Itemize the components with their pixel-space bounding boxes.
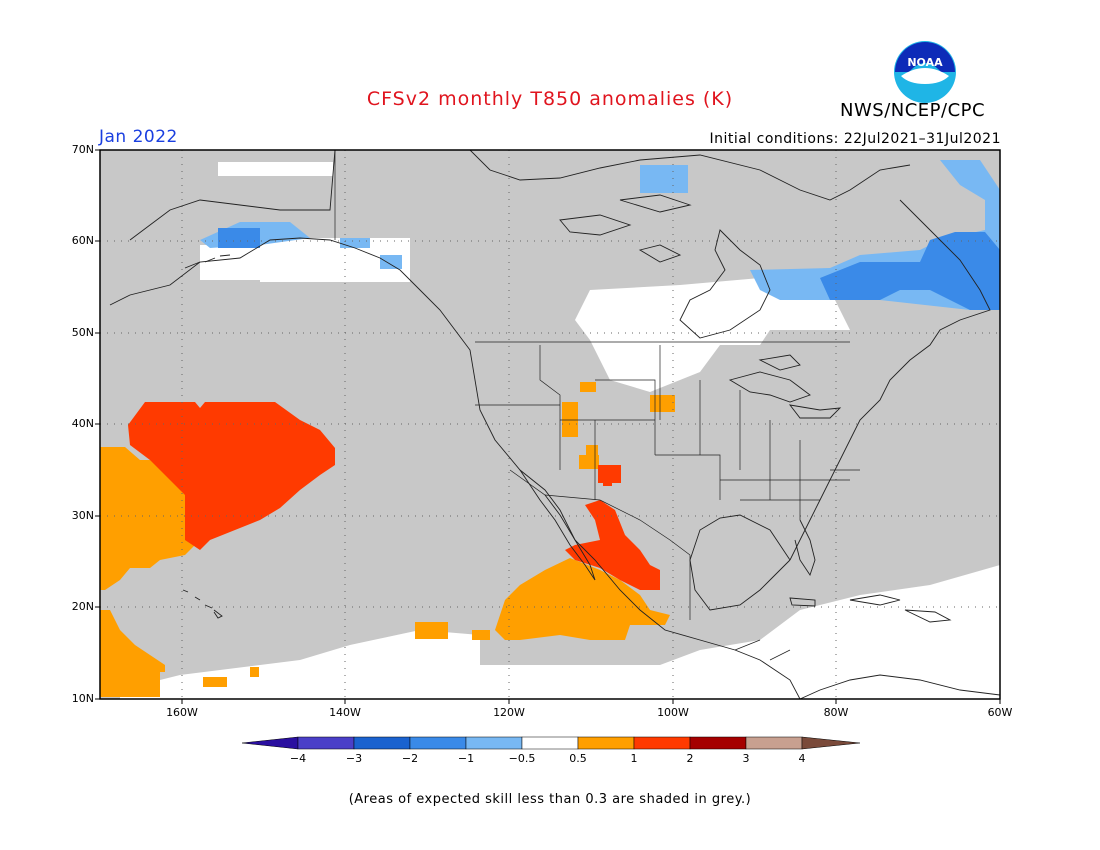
lon-label: 120W bbox=[493, 706, 525, 719]
colorbar-segment bbox=[297, 736, 355, 750]
lon-label: 80W bbox=[823, 706, 849, 719]
colorbar-label: −4 bbox=[289, 752, 307, 765]
colorbar-arrow-high bbox=[801, 736, 861, 750]
colorbar-label: 4 bbox=[798, 752, 806, 765]
logo-text: NOAA bbox=[907, 56, 943, 69]
lat-label: 30N bbox=[71, 509, 94, 522]
lat-label: 20N bbox=[71, 600, 94, 613]
colorbar-segment bbox=[353, 736, 411, 750]
lat-label: 50N bbox=[71, 326, 94, 339]
colorbar-label: 0.5 bbox=[569, 752, 587, 765]
colorbar-segment bbox=[409, 736, 467, 750]
colorbar-segment bbox=[633, 736, 691, 750]
colorbar-segment bbox=[577, 736, 635, 750]
noaa-logo-icon: NOAA bbox=[894, 41, 956, 103]
colorbar-label: 3 bbox=[742, 752, 750, 765]
forecast-month: Jan 2022 bbox=[99, 127, 178, 147]
colorbar-segment bbox=[521, 736, 579, 750]
axis-ticks bbox=[95, 149, 1001, 704]
lat-label: 60N bbox=[71, 234, 94, 247]
colorbar-label: 2 bbox=[686, 752, 694, 765]
negative-anomaly-medium bbox=[218, 228, 1000, 310]
colorbar-label: −0.5 bbox=[508, 752, 536, 765]
colorbar-segment bbox=[465, 736, 523, 750]
lon-label: 60W bbox=[987, 706, 1013, 719]
initial-conditions: Initial conditions: 22Jul2021–31Jul2021 bbox=[709, 131, 1001, 147]
lon-label: 100W bbox=[657, 706, 689, 719]
political-borders bbox=[334, 150, 860, 661]
colorbar-arrow-low bbox=[241, 736, 299, 750]
colorbar-segment bbox=[689, 736, 747, 750]
footnote: (Areas of expected skill less than 0.3 a… bbox=[348, 792, 752, 807]
lat-label: 70N bbox=[71, 143, 94, 156]
lat-label: 10N bbox=[71, 692, 94, 705]
colorbar-segment bbox=[745, 736, 803, 750]
colorbar-label: −1 bbox=[457, 752, 475, 765]
positive-anomaly-red bbox=[128, 402, 660, 590]
chart-title: CFSv2 monthly T850 anomalies (K) bbox=[366, 88, 734, 110]
gridlines bbox=[100, 150, 1000, 699]
colorbar-label: −2 bbox=[401, 752, 419, 765]
lon-label: 140W bbox=[329, 706, 361, 719]
lon-label: 160W bbox=[166, 706, 198, 719]
colorbar-label: −3 bbox=[345, 752, 363, 765]
lat-label: 40N bbox=[71, 417, 94, 430]
coastlines bbox=[109, 150, 1000, 699]
colorbar-label: 1 bbox=[630, 752, 638, 765]
agency-label: NWS/NCEP/CPC bbox=[840, 100, 986, 121]
